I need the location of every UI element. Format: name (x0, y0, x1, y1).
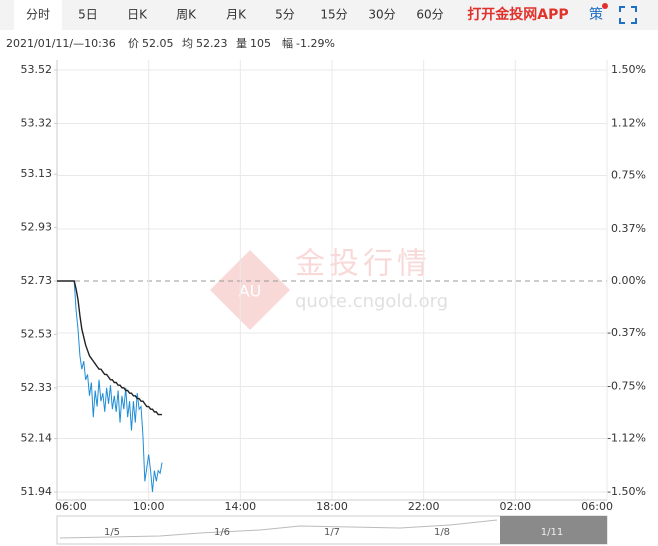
navigator-window[interactable] (500, 516, 607, 544)
y-tick-label: 53.13 (21, 167, 53, 180)
y-tick-label: 51.94 (21, 485, 53, 498)
info-change-label: 幅 (282, 37, 293, 50)
watermark: AU 金投行情 quote.cngold.org (210, 247, 448, 330)
y-tick-label: 52.33 (21, 381, 53, 394)
watermark-site: quote.cngold.org (295, 291, 448, 312)
y-tick-label: 52.14 (21, 432, 53, 445)
info-volume-label: 量 (236, 37, 247, 50)
navigator-label: 1/11 (541, 527, 563, 538)
tab[interactable]: 分时 (26, 8, 50, 22)
navigator-label: 1/6 (214, 527, 230, 538)
tab[interactable]: 周K (176, 8, 197, 22)
navigator-label: 1/8 (434, 527, 450, 538)
tab[interactable]: 月K (226, 8, 247, 22)
navigator-label: 1/5 (104, 527, 120, 538)
tab[interactable]: 30分 (368, 8, 395, 22)
y-tick-label: 53.52 (21, 63, 53, 76)
tab-bar (0, 0, 658, 30)
badge (602, 3, 608, 9)
info-avg-label: 均 (182, 37, 193, 50)
x-tick-label: 02:00 (499, 500, 531, 513)
strategy-button[interactable]: 策 (589, 6, 603, 23)
y-tick-label: 52.53 (21, 327, 53, 340)
y2-tick-label: 0.75% (611, 169, 646, 182)
y2-tick-label: 0.37% (611, 222, 646, 235)
watermark-logo-text: AU (239, 282, 262, 301)
y2-tick-label: 1.50% (611, 63, 646, 76)
info-price: 52.05 (142, 37, 174, 50)
tab[interactable]: 15分 (320, 8, 347, 22)
info-time: 2021/01/11/—10:36 (6, 37, 116, 50)
info-volume: 105 (250, 37, 271, 50)
navigator-label: 1/7 (324, 527, 340, 538)
y2-tick-label: -1.50% (607, 485, 646, 498)
x-tick-label: 18:00 (316, 500, 348, 513)
navigator-trend (59, 519, 498, 539)
tab[interactable]: 日K (127, 8, 148, 22)
fullscreen-icon[interactable] (619, 6, 637, 24)
series-line (57, 280, 163, 416)
active-tab (14, 0, 62, 30)
series-line (57, 280, 163, 493)
y2-tick-label: -0.75% (607, 380, 646, 393)
x-tick-label: 22:00 (408, 500, 440, 513)
y-tick-label: 52.93 (21, 221, 53, 234)
x-tick-label: 10:00 (133, 500, 165, 513)
tab[interactable]: 5日 (78, 8, 98, 22)
y2-tick-label: -1.12% (607, 432, 646, 445)
y-tick-label: 52.73 (21, 274, 53, 287)
app-link[interactable]: 打开金投网APP (467, 6, 568, 23)
y2-tick-label: -0.37% (607, 326, 646, 339)
watermark-logo (210, 250, 290, 330)
x-tick-label: 14:00 (224, 500, 256, 513)
tab[interactable]: 5分 (275, 8, 295, 22)
watermark-name: 金投行情 (295, 247, 431, 282)
y-tick-label: 53.32 (21, 116, 53, 129)
x-tick-label: 06:00 (55, 500, 87, 513)
info-price-label: 价 (128, 37, 139, 50)
y2-tick-label: 1.12% (611, 116, 646, 129)
info-avg: 52.23 (196, 37, 228, 50)
info-change: -1.29% (296, 37, 335, 50)
tab[interactable]: 60分 (416, 8, 443, 22)
x-tick-label: 06:00 (581, 500, 613, 513)
y2-tick-label: 0.00% (611, 274, 646, 287)
